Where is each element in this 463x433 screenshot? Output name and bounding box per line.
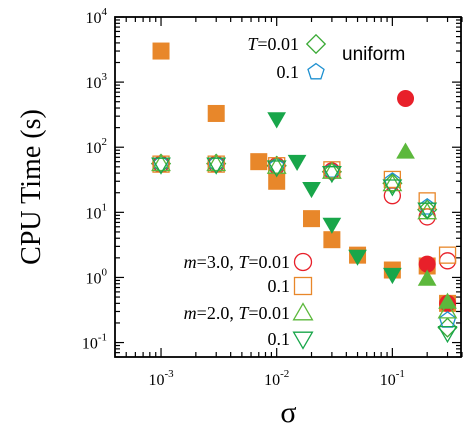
filled-square-point <box>207 104 225 122</box>
legend-label: T=0.01 <box>247 34 299 54</box>
open-pentagon-point <box>438 311 457 328</box>
y-tick-label: 103 <box>86 71 108 92</box>
uniform-annotation: uniform <box>342 44 405 65</box>
y-tick-label: 102 <box>86 136 108 157</box>
filled-circle-point <box>418 255 436 273</box>
filled-square-point <box>323 231 341 249</box>
legend-diamond-marker <box>305 33 327 55</box>
open-triangle-down-point <box>321 166 342 184</box>
legend-label: m=2.0, T=0.01 <box>184 303 290 323</box>
filled-triangle-down-point <box>322 217 342 234</box>
tick-labels: 10-3 10-2 10-1 10-1 100 101 102 103 104 <box>82 6 405 389</box>
x-tick-label: 10-3 <box>148 368 174 389</box>
legend-label: 0.1 <box>277 62 300 82</box>
open-circle-point <box>438 252 457 270</box>
open-triangle-down-point <box>417 202 438 220</box>
filled-square-point <box>303 210 321 228</box>
open-triangle-down-point <box>266 160 287 178</box>
filled-triangle-up-point <box>396 142 415 159</box>
filled-triangle-up-point <box>417 269 437 286</box>
filled-square-point <box>268 172 286 190</box>
legend-label: m=3.0, T=0.01 <box>184 252 290 272</box>
legend-triangle-up-marker <box>292 302 314 321</box>
legend-pentagon-marker <box>307 62 325 80</box>
open-square-point <box>438 246 457 264</box>
open-triangle-down-point <box>206 157 227 175</box>
y-tick-label: 10-1 <box>82 332 107 353</box>
y-tick-label: 100 <box>86 266 108 287</box>
y-axis-title: CPU Time (s) <box>16 109 47 265</box>
y-tick-label: 104 <box>86 6 108 27</box>
filled-triangle-down-point <box>302 182 321 199</box>
filled-triangle-down-point <box>348 249 367 266</box>
open-triangle-down-point <box>437 325 458 344</box>
open-triangle-up-point <box>321 161 342 179</box>
legend-triangle-down-marker <box>292 331 314 350</box>
legend-label: 0.1 <box>268 276 291 296</box>
y-tick-label: 101 <box>86 201 108 222</box>
plot-frame <box>114 16 462 358</box>
legend-square-marker <box>293 276 313 296</box>
open-triangle-up-point <box>266 156 287 174</box>
filled-triangle-down-point <box>383 267 402 285</box>
x-tick-label: 10-2 <box>264 368 289 389</box>
open-circle-point <box>418 208 436 226</box>
open-triangle-down-point <box>151 157 171 175</box>
filled-square-point <box>152 42 170 60</box>
filled-triangle-down-point <box>267 112 286 129</box>
open-triangle-up-point <box>382 174 403 192</box>
legend-label: 0.1 <box>268 329 291 349</box>
open-triangle-up-point <box>437 301 458 319</box>
data-points <box>150 42 458 344</box>
filled-triangle-up-point <box>438 292 457 309</box>
filled-triangle-down-point <box>287 154 307 171</box>
legend-circle-marker <box>293 252 313 272</box>
legend: T=0.01 0.1 m=3.0, T=0.01 0.1 m=2.0, T=0.01 0.… <box>184 33 327 350</box>
open-triangle-up-point <box>206 154 227 172</box>
open-triangle-down-point <box>382 179 403 197</box>
filled-circle-point <box>397 90 415 108</box>
open-square-point <box>418 192 436 210</box>
x-tick-label: 10-1 <box>380 368 405 389</box>
x-axis-title: σ <box>280 396 296 429</box>
filled-square-point <box>250 153 268 171</box>
open-triangle-up-point <box>151 154 171 172</box>
